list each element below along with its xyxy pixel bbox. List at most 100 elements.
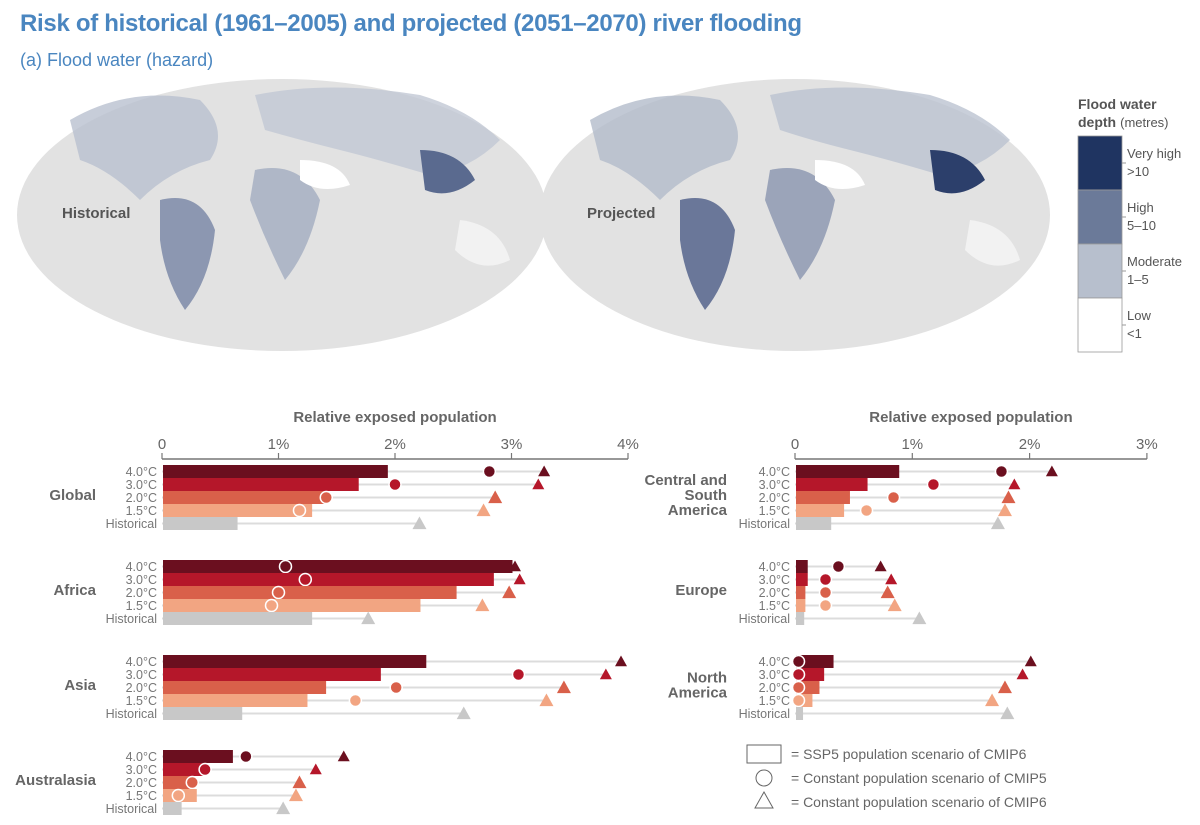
row-label: Historical [739, 612, 790, 626]
cmip6-triangle-2.0°C [1001, 490, 1016, 504]
region-label: Europe [675, 582, 727, 599]
x-tick-label: 3% [1136, 436, 1158, 453]
bar-4.0°C [163, 655, 427, 668]
row-label: Historical [739, 707, 790, 721]
cmip6-triangle-3.0°C [513, 573, 526, 585]
row-label: Historical [739, 517, 790, 531]
bar-legend-swatch [746, 744, 782, 764]
cmip5-circle-2.0°C [886, 490, 901, 505]
cmip6-triangle-Historical [412, 516, 427, 530]
cmip5-circle-2.0°C [791, 680, 806, 695]
cmip5-circle-4.0°C [278, 559, 293, 574]
bar-3.0°C [163, 478, 359, 491]
row-label: 4.0°C [759, 655, 790, 669]
cmip5-circle-3.0°C [298, 572, 313, 587]
svg-text:depth(metres): depth (metres) [1078, 114, 1169, 130]
row-label: 3.0°C [759, 573, 790, 587]
bar-3.0°C [163, 668, 381, 681]
cmip6-triangle-Historical [990, 516, 1005, 530]
x-tick-label: 1% [901, 436, 923, 453]
region-label: America [668, 685, 728, 702]
cmip6-triangle-2.0°C [502, 585, 517, 599]
x-axis-title: Relative exposed population [293, 409, 496, 426]
cmip6-triangle-2.0°C [880, 585, 895, 599]
historical-map [17, 79, 547, 351]
cmip6-triangle-2.0°C [488, 490, 503, 504]
cmip6-triangle-2.0°C [292, 775, 307, 789]
cmip6-triangle-4.0°C [615, 655, 628, 667]
figure-subtitle: (a) Flood water (hazard) [20, 50, 214, 70]
cmip5-circle-4.0°C [239, 749, 253, 764]
cmip5-circle-1.5°C [859, 503, 874, 518]
legend-title-2: depth [1078, 114, 1116, 130]
cmip5-circle-4.0°C [791, 654, 806, 669]
bar-3.0°C [163, 763, 207, 776]
region-label: North [687, 670, 727, 687]
flood-depth-legend: Flood water depth (metres) Very high >10 Hi… [1077, 96, 1182, 353]
row-label: 3.0°C [759, 478, 790, 492]
x-tick-label: 3% [501, 436, 523, 453]
bar-4.0°C [163, 750, 233, 763]
row-label: 4.0°C [126, 655, 157, 669]
cmip6-triangle-Historical [276, 801, 291, 815]
region-label: South [685, 487, 728, 504]
projected-map [540, 79, 1050, 351]
bar-Historical [796, 612, 805, 625]
cmip5-circle-2.0°C [389, 680, 403, 695]
bar-2.0°C [163, 776, 194, 789]
circle-legend-swatch [755, 769, 773, 787]
cmip5-circle-1.5°C [791, 693, 806, 708]
legend-swatch-3 [1077, 297, 1123, 353]
historical-map-label: Historical [62, 205, 130, 222]
cmip6-triangle-4.0°C [508, 560, 521, 572]
bar-2.0°C [796, 491, 850, 504]
legend-swatch-0 [1077, 135, 1123, 191]
region-label: Asia [64, 677, 96, 694]
cmip6-triangle-4.0°C [1024, 655, 1037, 667]
legend-title: Flood water [1078, 96, 1157, 112]
bar-2.0°C [163, 586, 457, 599]
x-tick-label: 1% [268, 436, 290, 453]
row-label: 4.0°C [126, 560, 157, 574]
cmip6-triangle-4.0°C [874, 560, 887, 572]
row-label: 3.0°C [126, 478, 157, 492]
bar-legend-label: = SSP5 population scenario of CMIP6 [791, 746, 1027, 762]
row-label: 1.5°C [759, 599, 790, 613]
row-label: 2.0°C [126, 586, 157, 600]
region-label: America [668, 502, 728, 519]
cmip5-circle-3.0°C [388, 477, 402, 492]
row-label: 4.0°C [759, 560, 790, 574]
legend-class-name: Very high [1127, 146, 1181, 161]
cmip5-circle-1.5°C [264, 598, 279, 613]
x-tick-label: 2% [384, 436, 406, 453]
row-label: 2.0°C [759, 586, 790, 600]
row-label: Historical [106, 802, 157, 816]
bar-1.5°C [796, 599, 806, 612]
cmip6-triangle-1.5°C [887, 598, 902, 612]
cmip5-circle-4.0°C [831, 559, 846, 574]
cmip6-triangle-Historical [456, 706, 471, 720]
row-label: Historical [106, 612, 157, 626]
cmip5-circle-2.0°C [818, 585, 833, 600]
bar-1.5°C [163, 599, 421, 612]
cmip6-triangle-2.0°C [997, 680, 1012, 694]
chart-panel-1: Relative exposed population 0 1% 2% 3% Centra… [644, 409, 1157, 721]
legend-class-range: 5–10 [1127, 218, 1156, 233]
cmip6-triangle-1.5°C [288, 788, 303, 802]
bar-3.0°C [163, 573, 494, 586]
cmip5-circle-3.0°C [818, 572, 833, 587]
circle-legend-label: = Constant population scenario of CMIP5 [791, 770, 1047, 786]
shape-legend: = SSP5 population scenario of CMIP6 = Co… [746, 744, 1047, 810]
row-label: 1.5°C [126, 599, 157, 613]
bar-4.0°C [796, 655, 834, 668]
legend-class-range: >10 [1127, 164, 1149, 179]
cmip6-triangle-3.0°C [532, 478, 545, 490]
row-label: 1.5°C [759, 504, 790, 518]
cmip5-circle-2.0°C [271, 585, 286, 600]
cmip6-triangle-4.0°C [1045, 465, 1058, 477]
bar-1.5°C [796, 504, 845, 517]
